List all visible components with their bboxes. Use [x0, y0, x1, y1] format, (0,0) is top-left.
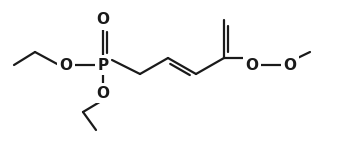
Text: O: O [97, 12, 109, 28]
Text: O: O [97, 85, 109, 100]
Text: O: O [284, 57, 297, 73]
Text: O: O [59, 57, 73, 73]
Text: P: P [97, 57, 109, 73]
Text: O: O [246, 57, 258, 73]
